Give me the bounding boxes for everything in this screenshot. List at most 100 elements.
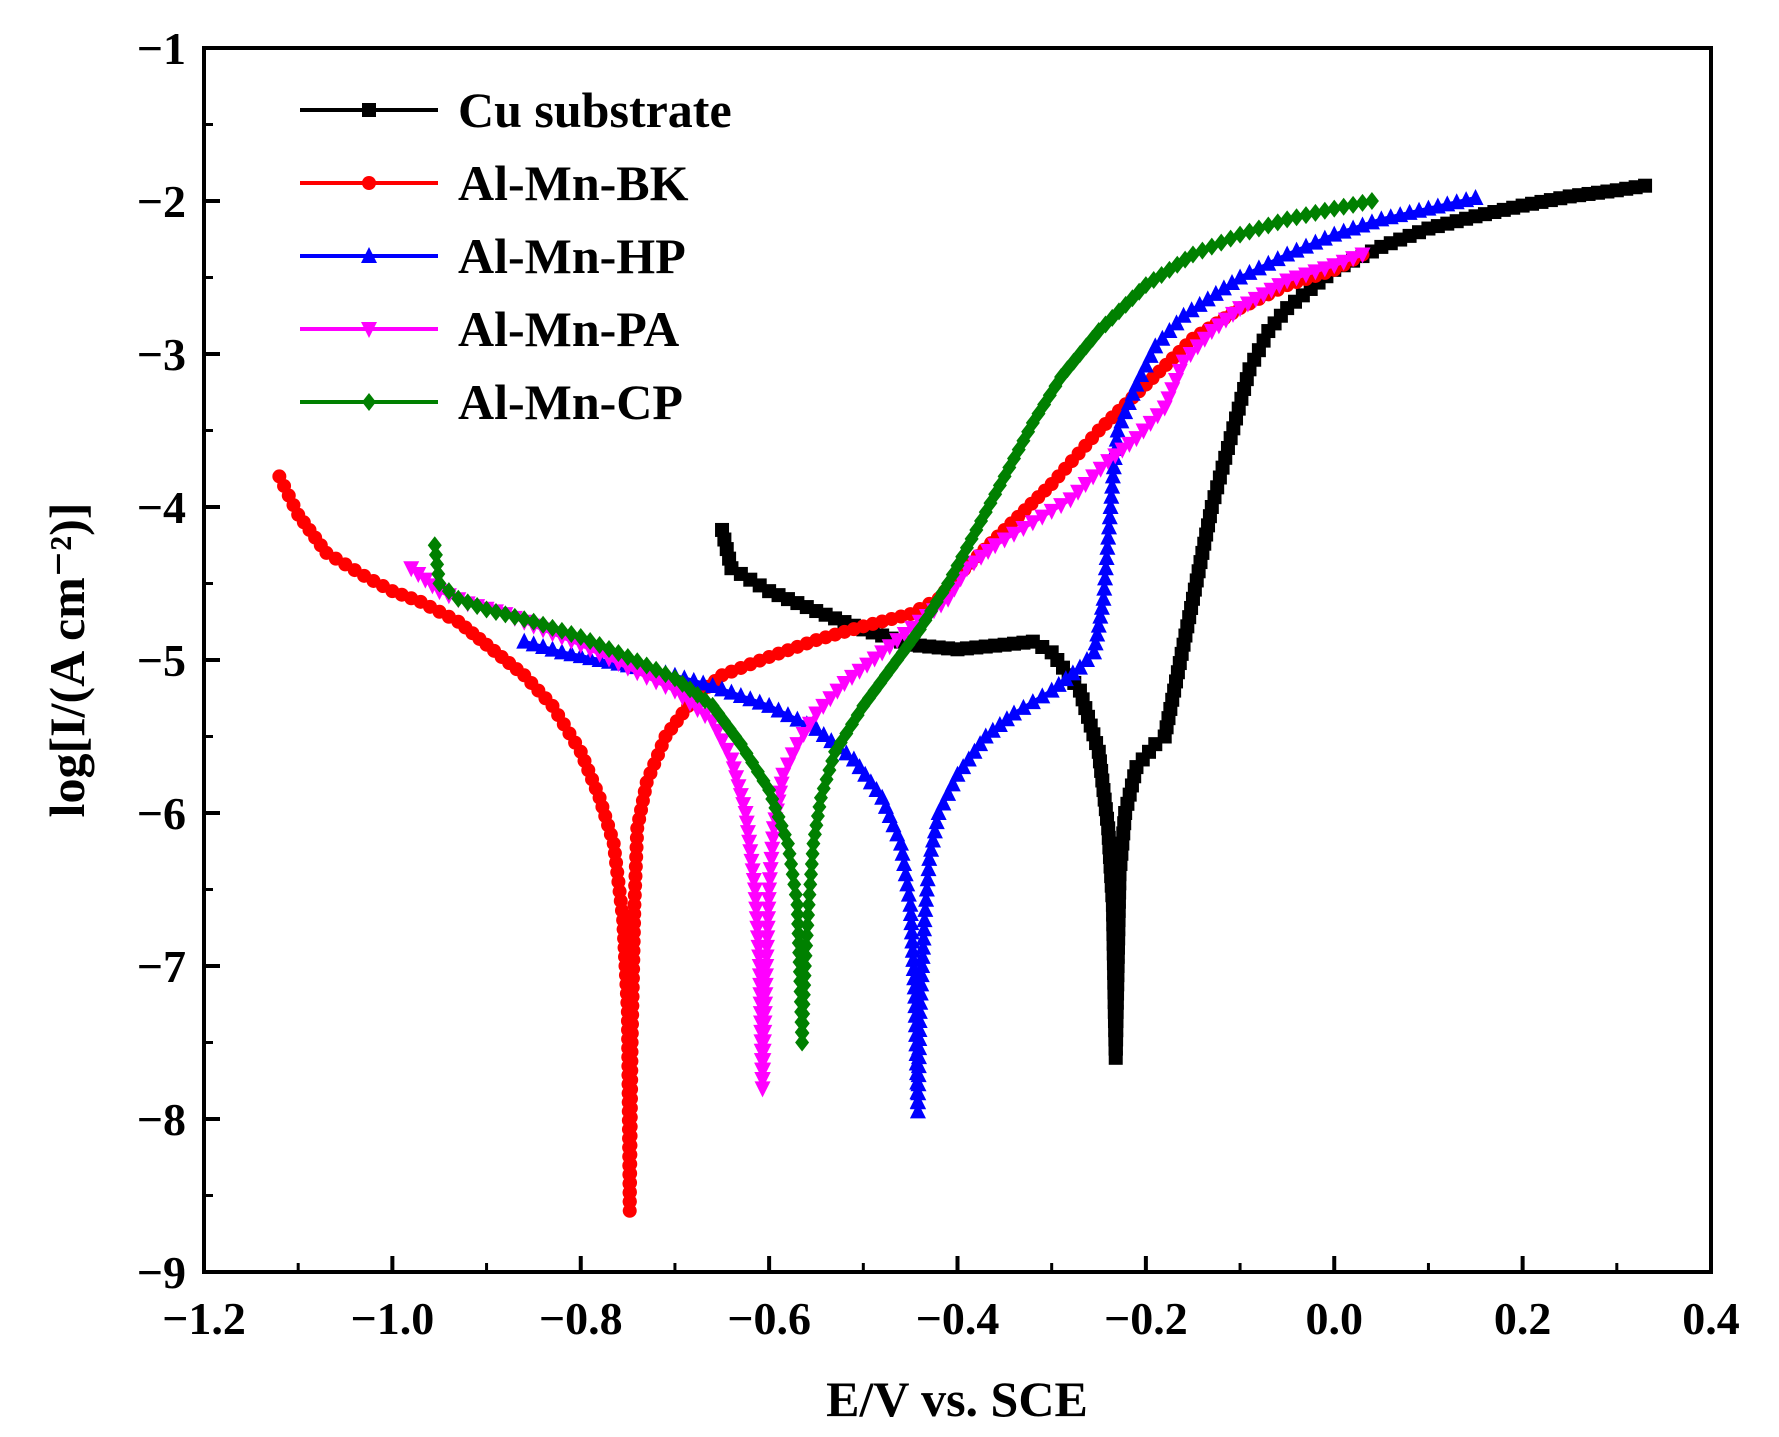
- data-point: [747, 892, 764, 909]
- data-point: [759, 920, 776, 937]
- legend-marker: [362, 176, 376, 190]
- data-point: [790, 905, 805, 924]
- data-point: [917, 900, 934, 917]
- data-point: [1182, 347, 1199, 363]
- data-point: [1101, 508, 1118, 525]
- data-point: [744, 863, 761, 880]
- data-point: [902, 904, 919, 921]
- data-point: [1133, 366, 1150, 383]
- data-point: [1057, 670, 1074, 687]
- y-tick-label: −9: [137, 1247, 186, 1298]
- data-point: [498, 605, 513, 624]
- data-point: [410, 566, 427, 583]
- data-point: [564, 624, 579, 643]
- y-tick-label: −7: [137, 941, 186, 992]
- data-point: [479, 600, 494, 619]
- data-point: [761, 872, 778, 889]
- data-point: [1098, 549, 1115, 565]
- data-point: [738, 815, 755, 832]
- data-point: [1090, 616, 1107, 633]
- data-point: [918, 890, 935, 907]
- data-point: [984, 721, 1001, 738]
- data-point: [619, 660, 636, 677]
- data-point: [765, 831, 782, 848]
- data-point: [732, 788, 749, 805]
- data-point: [1308, 203, 1323, 222]
- data-point: [916, 911, 933, 928]
- data-point: [789, 737, 806, 754]
- data-point: [757, 987, 774, 1004]
- data-point: [796, 1004, 811, 1023]
- data-point: [1120, 393, 1137, 410]
- data-point: [1255, 287, 1272, 304]
- data-point: [526, 612, 541, 631]
- data-point: [902, 895, 919, 912]
- data-point: [1024, 693, 1041, 710]
- x-tick-label: −1.0: [351, 1293, 435, 1344]
- data-point: [928, 813, 945, 830]
- data-point: [805, 844, 820, 863]
- data-point: [859, 657, 876, 674]
- legend-label: Cu substrate: [458, 82, 732, 138]
- data-point: [779, 706, 796, 723]
- data-point: [797, 976, 812, 995]
- data-point: [535, 637, 552, 654]
- data-point: [755, 1062, 772, 1079]
- data-point: [1467, 188, 1484, 205]
- data-point: [764, 841, 781, 858]
- data-point: [1142, 415, 1159, 432]
- x-tick-label: −0.6: [727, 1293, 811, 1344]
- data-point: [746, 882, 763, 899]
- data-point: [1175, 306, 1192, 323]
- data-point: [790, 895, 805, 914]
- data-point: [829, 683, 846, 700]
- data-point: [1070, 484, 1087, 501]
- data-point: [1034, 509, 1051, 526]
- y-tick-label: −6: [137, 788, 186, 839]
- data-point: [1232, 268, 1249, 285]
- data-point: [919, 870, 936, 887]
- data-point: [1062, 492, 1079, 509]
- data-point: [760, 892, 777, 909]
- x-tick-label: −1.2: [162, 1293, 246, 1344]
- data-point: [1271, 278, 1288, 295]
- data-point: [1043, 503, 1060, 520]
- data-point: [1250, 259, 1267, 276]
- data-point: [913, 975, 930, 992]
- data-point: [913, 966, 930, 983]
- data-point: [1335, 254, 1352, 271]
- data-point: [704, 677, 721, 694]
- data-point: [1183, 301, 1200, 318]
- data-point: [1011, 440, 1026, 459]
- data-point: [1113, 412, 1130, 429]
- data-point: [1092, 461, 1109, 478]
- data-point: [732, 686, 749, 703]
- data-point: [897, 865, 914, 882]
- data-point: [758, 968, 775, 985]
- data-point: [1298, 206, 1313, 225]
- data-point: [930, 804, 947, 820]
- y-tick-label: −5: [137, 635, 186, 686]
- data-point: [723, 752, 740, 769]
- data-point: [563, 645, 580, 662]
- data-point: [735, 797, 752, 814]
- data-point: [909, 1102, 926, 1119]
- data-point: [795, 1023, 810, 1042]
- data-point: [1109, 421, 1126, 438]
- data-point: [1261, 216, 1276, 235]
- data-point: [925, 831, 942, 848]
- data-point: [748, 901, 765, 918]
- data-point: [745, 872, 762, 889]
- data-point: [1097, 559, 1114, 576]
- legend-label: Al-Mn-BK: [458, 155, 689, 211]
- data-point: [441, 582, 456, 601]
- data-point: [516, 632, 533, 649]
- data-point: [1093, 598, 1110, 615]
- data-point: [1100, 528, 1117, 545]
- data-point: [1124, 384, 1141, 401]
- data-point: [1269, 250, 1286, 267]
- data-point: [638, 669, 655, 686]
- x-axis-title: E/V vs. SCE: [826, 1371, 1088, 1427]
- data-point: [1260, 254, 1277, 271]
- y-tick-label: −4: [137, 482, 186, 533]
